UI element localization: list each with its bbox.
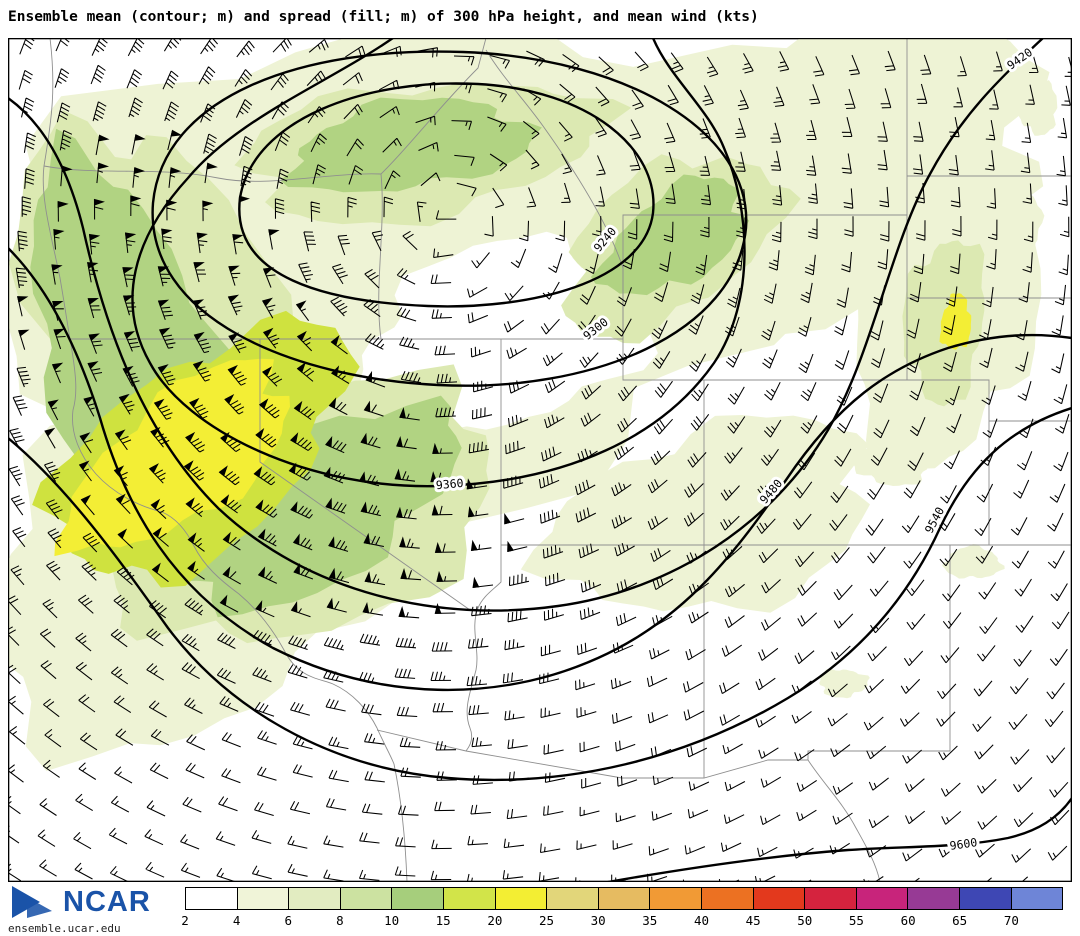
colorbar-segment-40 [701,888,754,909]
border-mexico [376,729,881,881]
colorbar-tick-4: 4 [232,913,241,928]
colorbar-segment-6 [289,888,341,909]
colorbar-segment-30 [598,888,651,909]
colorbar-tick-45: 45 [745,913,761,928]
colorbar-tick-70: 70 [1003,913,1019,928]
contour-9300 [151,50,748,387]
coastline [42,39,408,881]
colorbar-tick-8: 8 [336,913,344,928]
ncar-logo-text: NCAR [63,885,151,918]
site-url: ensemble.ucar.edu [8,922,121,935]
colorbar-tick-labels: 2 4 6 8 10 15 20 25 30 35 40 45 50 55 60 65 70 [181,913,1063,931]
border-nv-az-river [465,545,502,752]
ncar-logo-icon [12,886,52,918]
footer: NCAR ensemble.ucar.edu 2 4 6 8 10 15 20 25 30 35 4… [0,882,1080,936]
contour-9240 [238,82,655,308]
colorbar-tick-65: 65 [952,913,968,928]
spread-fill-region [157,395,462,618]
colorbar-segment-8 [340,888,393,909]
ncar-logo: NCAR [10,884,151,920]
border-nm-tx [807,545,951,760]
colorbar-segment-10 [392,888,444,909]
spread-fill-region [939,293,972,350]
contour-9600 [607,797,1071,881]
colorbar-segment-2 [186,888,238,909]
border-ca-nv [259,339,471,611]
border-id-wy [485,49,624,339]
page-title: Ensemble mean (contour; m) and spread (f… [8,9,759,25]
colorbar-tick-40: 40 [693,913,710,928]
map-border [8,38,1072,882]
colorbar-tick-2: 2 [181,913,189,928]
colorbar-tick-30: 30 [590,913,606,928]
colorbar-segment-20 [495,888,548,909]
state-boundaries [42,39,1071,881]
colorbar-tick-15: 15 [435,913,451,928]
spread-fill-region [280,97,542,193]
spread-fill-region [54,358,291,557]
wind-barb-staffs [9,39,1071,881]
spread-fill-region [819,668,870,699]
contour-label-9360: 9360 [435,476,464,492]
contour-9480 [9,247,1071,692]
colorbar-segment-50 [805,888,857,909]
colorbar-segment-15 [443,888,496,909]
contour-9420 [9,39,1044,612]
border-wa-or [43,165,382,182]
contour-9360 [131,39,746,488]
colorbar-tick-20: 20 [487,913,503,928]
spread-fill-region [1015,80,1058,136]
spread-fill-region [520,415,870,613]
spread-colorbar [185,887,1063,910]
wind-barbs [9,39,1071,881]
border-id-mt [380,39,487,175]
colorbar-segment-55 [856,888,909,909]
spread-fill-region [995,182,1045,268]
colorbar-segment-25 [547,888,599,909]
border-or-id [378,173,383,340]
colorbar-segment-65 [959,888,1012,909]
colorbar-tick-25: 25 [538,913,555,928]
colorbar-tick-55: 55 [848,913,864,928]
colorbar-tick-10: 10 [384,913,400,928]
colorbar-tick-6: 6 [284,913,293,928]
forecast-map: 9240 9300 9360 9420 9480 9540 9600 [8,38,1072,882]
spread-fill-region [842,133,906,170]
colorbar-tick-60: 60 [900,913,916,928]
colorbar-segment-70 [1011,888,1063,909]
colorbar-tick-50: 50 [797,913,813,928]
colorbar-segment-60 [908,888,960,909]
spread-fill-region [852,441,930,486]
colorbar-segment-35 [650,888,702,909]
wind-barb-pennants [17,129,514,618]
colorbar-segment-4 [237,888,290,909]
colorbar-tick-35: 35 [642,913,658,928]
colorbar-segment-45 [753,888,806,909]
